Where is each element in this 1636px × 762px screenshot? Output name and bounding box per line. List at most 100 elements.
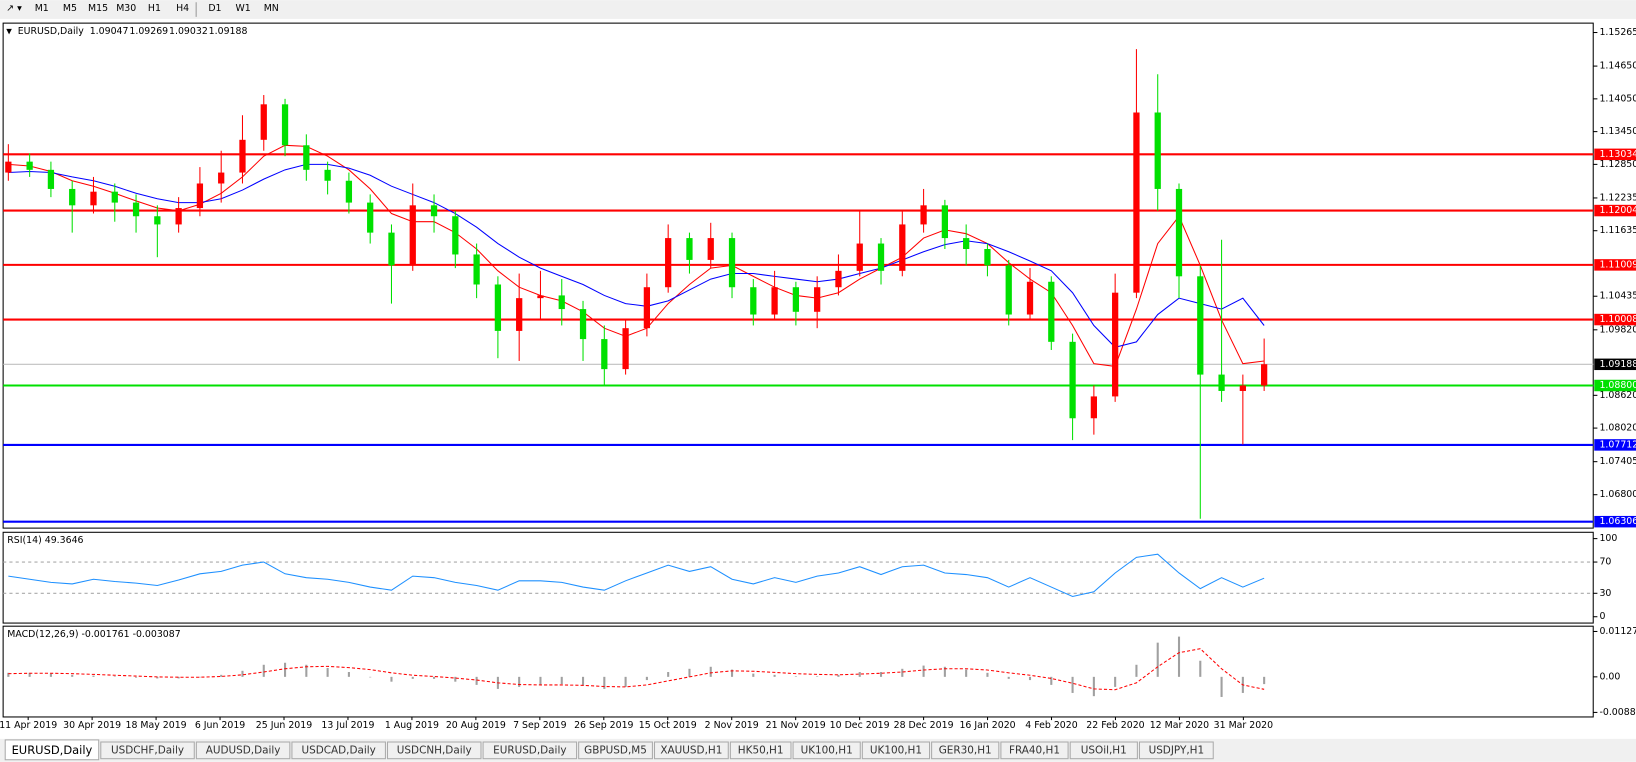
tab[interactable] — [195, 741, 291, 760]
toolbar — [0, 0, 1636, 19]
level-label: 1.11009 — [1599, 259, 1636, 270]
candle-body — [941, 205, 949, 239]
level-tag — [1594, 259, 1636, 271]
timeframe-button[interactable]: H4 — [176, 3, 189, 14]
tab-label[interactable]: GBPUSD,M5 — [584, 744, 647, 756]
tab[interactable] — [792, 741, 861, 760]
tab-label[interactable]: USDCAD,Daily — [301, 744, 375, 756]
tab-label[interactable]: UK100,H1 — [801, 744, 853, 756]
y-tick-label: 1.06800 — [1599, 489, 1636, 500]
macd-bar — [220, 674, 223, 677]
y-tick-label: 1.12850 — [1599, 159, 1636, 170]
macd-bar — [943, 666, 946, 677]
x-tick-label: 20 Aug 2019 — [446, 720, 506, 731]
macd-bar — [1007, 676, 1010, 679]
macd-bar — [135, 676, 138, 678]
tab-label[interactable]: USDCNH,Daily — [397, 744, 472, 756]
macd-bar — [1028, 676, 1032, 681]
macd-bar — [730, 669, 734, 677]
macd-bar — [411, 676, 414, 679]
tab-label[interactable]: USDJPY,H1 — [1149, 744, 1205, 756]
candle-body — [367, 202, 374, 233]
x-tick-label: 7 Sep 2019 — [513, 720, 566, 731]
timeframe-button[interactable]: MN — [264, 3, 279, 14]
tab-label[interactable]: EURUSD,Daily — [493, 744, 566, 756]
y-tick-label: 1.14650 — [1599, 61, 1636, 72]
candle-body — [877, 243, 885, 271]
macd-bar — [1092, 676, 1095, 697]
tab-label[interactable]: USOil,H1 — [1081, 744, 1127, 756]
macd-bar — [1220, 676, 1223, 697]
tab[interactable] — [1069, 741, 1138, 760]
y-tick-label: 30 — [1599, 588, 1611, 599]
tab[interactable] — [386, 741, 482, 760]
tab[interactable] — [1138, 741, 1214, 760]
candle-body — [537, 295, 544, 299]
y-tick-label: 1.15265 — [1599, 27, 1636, 38]
macd-bar — [71, 674, 74, 677]
candle-body — [792, 287, 800, 312]
level-label: 1.08800 — [1599, 380, 1636, 391]
tab[interactable] — [729, 741, 792, 760]
tab[interactable] — [861, 741, 931, 760]
tab-label[interactable]: FRA40,H1 — [1009, 744, 1060, 756]
tool-icon: ↗ ▾ — [6, 3, 22, 14]
x-tick-label: 1 Aug 2019 — [385, 720, 439, 731]
rsi-line — [8, 553, 1265, 598]
timeframe-button[interactable]: D1 — [208, 3, 221, 14]
candle-body — [1154, 112, 1161, 189]
macd-bar — [858, 672, 861, 677]
macd-bar — [347, 672, 350, 677]
x-tick-label: 31 Mar 2020 — [1214, 720, 1273, 731]
candle-body — [196, 183, 204, 209]
candle-body — [388, 232, 395, 266]
macd-bar — [284, 662, 287, 677]
candle-body — [643, 287, 651, 329]
tab[interactable] — [4, 739, 100, 761]
tab-label[interactable]: GER30,H1 — [939, 744, 992, 756]
y-tick-label: 1.07405 — [1599, 456, 1636, 467]
tab-label[interactable]: AUDUSD,Daily — [206, 744, 281, 756]
x-tick-label: 15 Oct 2019 — [639, 720, 697, 731]
timeframe-button[interactable]: H1 — [148, 3, 161, 14]
tab-label[interactable]: HK50,H1 — [738, 744, 784, 756]
tab-label[interactable]: USDCHF,Daily — [111, 744, 184, 756]
tab[interactable] — [482, 741, 578, 760]
macd-bar — [1177, 636, 1181, 677]
macd-bar — [326, 667, 329, 677]
timeframe-button[interactable]: W1 — [235, 3, 250, 14]
level-label: 1.13034 — [1599, 149, 1636, 160]
level-label: 1.12004 — [1599, 205, 1636, 216]
timeframe-button[interactable]: M15 — [88, 3, 108, 14]
tab-label[interactable]: XAUUSD,H1 — [660, 744, 722, 756]
price-panel — [2, 22, 1594, 529]
tab[interactable] — [291, 741, 386, 760]
tab-label[interactable]: UK100,H1 — [870, 744, 922, 756]
macd-bar — [688, 668, 691, 677]
macd-bar — [1156, 642, 1159, 677]
tab[interactable] — [578, 741, 653, 760]
candle-body — [1218, 374, 1225, 391]
x-tick-label: 22 Feb 2020 — [1086, 720, 1144, 731]
candle-body — [558, 295, 565, 310]
tab-label[interactable]: EURUSD,Daily — [12, 743, 93, 757]
candle-body — [920, 205, 927, 225]
panel-title: MACD(12,26,9) -0.001761 -0.003087 — [7, 629, 180, 640]
candle-body — [409, 205, 416, 266]
candle-body — [69, 188, 76, 206]
tab[interactable] — [931, 741, 1000, 760]
level-tag — [1594, 379, 1636, 392]
tab[interactable] — [1000, 741, 1069, 760]
macd-bar — [432, 676, 436, 679]
candle-body — [1175, 188, 1183, 277]
macd-bar — [113, 676, 116, 677]
timeframe-button[interactable]: M30 — [116, 3, 136, 14]
tab[interactable] — [100, 741, 195, 760]
macd-bar — [816, 676, 819, 677]
timeframe-button[interactable]: M1 — [35, 3, 49, 14]
macd-bar — [965, 669, 968, 677]
timeframe-button[interactable]: M5 — [63, 3, 77, 14]
y-tick-label: 1.13450 — [1599, 126, 1636, 137]
y-tick-label: 100 — [1599, 533, 1617, 544]
tab[interactable] — [653, 741, 729, 760]
